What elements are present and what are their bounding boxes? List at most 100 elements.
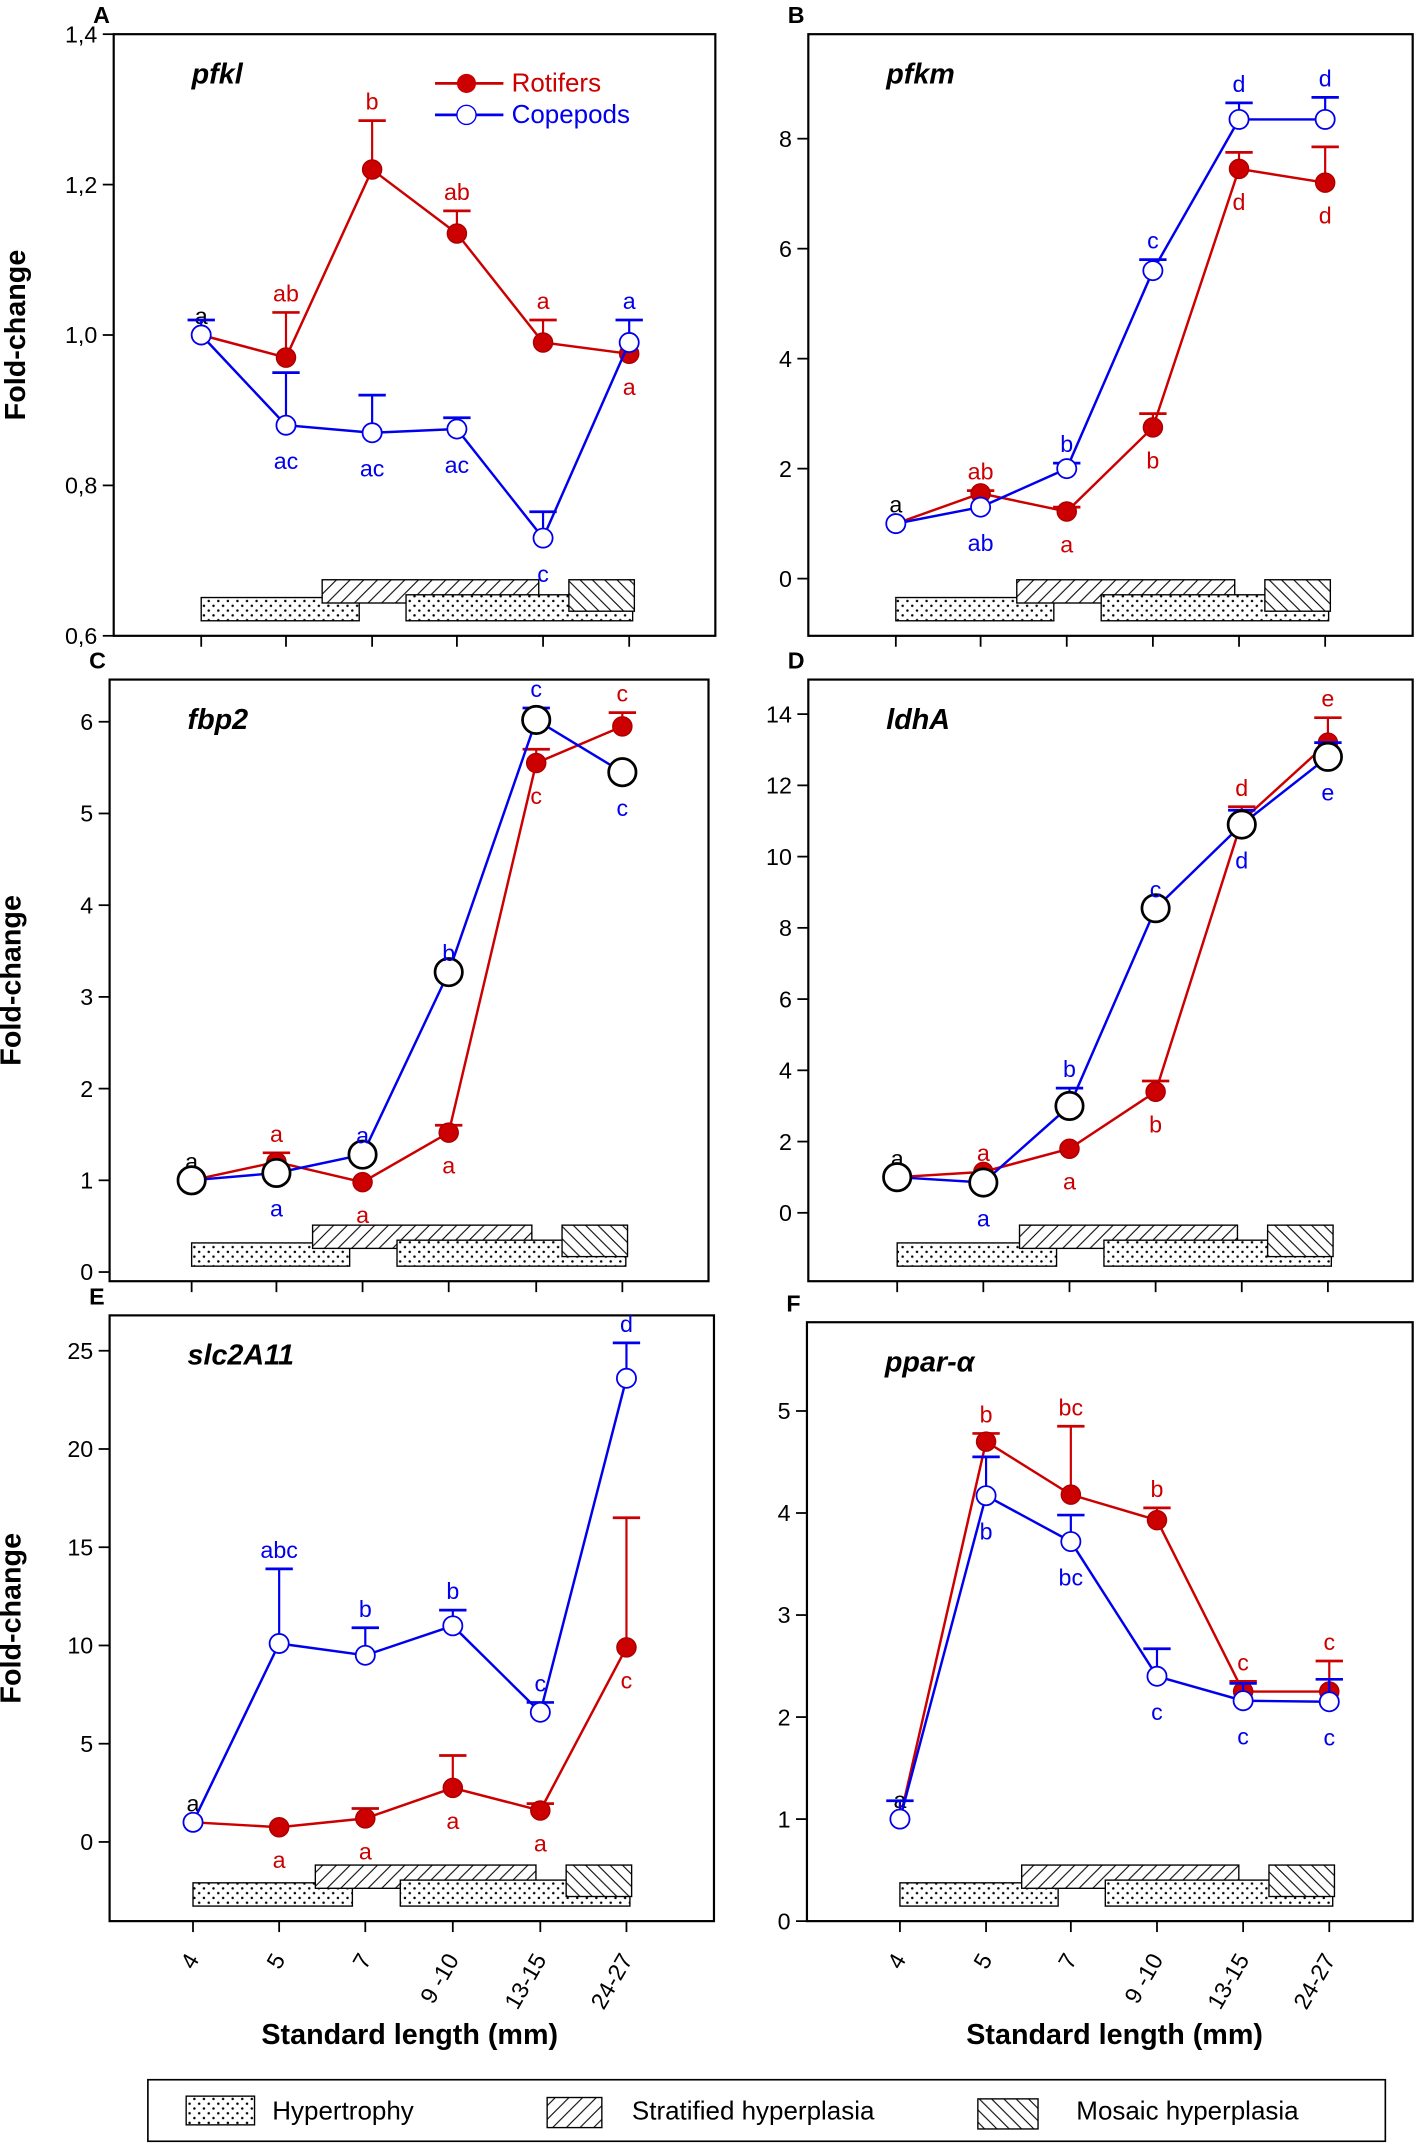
y-tick-label: 0: [80, 1829, 93, 1855]
data-point: [889, 1808, 911, 1830]
significance-letter: a: [270, 1196, 283, 1222]
y-tick-label: 2: [779, 456, 792, 482]
data-point: [275, 414, 297, 436]
significance-letter: ac: [445, 452, 470, 478]
significance-letter: b: [1146, 447, 1159, 473]
data-point: [1056, 501, 1077, 522]
mosaic-hyperplasia-swatch: [977, 2098, 1039, 2130]
data-point: [1145, 1081, 1166, 1102]
x-tick-label: 9 -10: [1119, 1949, 1168, 2008]
plot-frame: [807, 33, 1414, 637]
data-point: [1142, 260, 1164, 282]
significance-letter: a: [356, 1202, 369, 1228]
data-point: [882, 1162, 913, 1193]
hypertrophy-bar: [896, 1242, 1058, 1267]
x-axis-label: Standard length (mm): [966, 2019, 1263, 2051]
significance-letter: b: [442, 940, 455, 966]
y-tick-label: 0: [779, 1200, 792, 1226]
panel-letter: A: [93, 2, 110, 28]
data-point: [1060, 1484, 1082, 1505]
y-tick-label: 15: [67, 1534, 93, 1560]
x-tick-label: 13-15: [499, 1949, 551, 2013]
data-point: [438, 1122, 459, 1143]
y-tick-label: 1: [778, 1806, 791, 1832]
x-tick-label: 24-27: [1288, 1949, 1340, 2013]
significance-letter: c: [537, 561, 549, 587]
series-line: [191, 725, 623, 1184]
data-point: [361, 159, 383, 180]
y-tick-label: 2: [779, 1129, 792, 1155]
histology-bars: [896, 1224, 1334, 1267]
significance-letter: a: [977, 1205, 990, 1231]
y-tick-label: 2: [778, 1704, 791, 1730]
data-point: [521, 704, 552, 735]
data-point: [1060, 1531, 1082, 1553]
significance-letter: bc: [1059, 1564, 1084, 1590]
panel-letter: D: [788, 648, 805, 674]
series-line: [898, 1493, 1330, 1820]
significance-letter: a: [977, 1140, 990, 1166]
data-point: [885, 513, 907, 535]
series-copepods: a a b c c: [176, 676, 638, 1222]
data-point: [1314, 108, 1336, 130]
significance-letter: e: [1321, 686, 1334, 712]
data-point: [361, 422, 383, 444]
data-point: [442, 1777, 464, 1799]
data-point: [433, 957, 464, 988]
hypertrophy-bar: [899, 1882, 1059, 1907]
data-point: [970, 496, 992, 518]
histology-bars: [899, 1864, 1336, 1907]
significance-letter: c: [1237, 1723, 1249, 1749]
gene-title: pfkl: [191, 58, 244, 90]
mosaic-hyperplasia-bar: [1268, 1864, 1336, 1898]
data-point: [1146, 1509, 1168, 1531]
y-tick-label: 5: [80, 1731, 93, 1757]
significance-letter: b: [980, 1518, 993, 1544]
hypertrophy-swatch: [185, 2095, 256, 2126]
y-tick-label: 6: [779, 986, 792, 1012]
significance-letter: d: [1319, 203, 1332, 229]
significance-letter: ac: [360, 456, 385, 482]
significance-letter: b: [1149, 1112, 1162, 1138]
significance-letter: c: [621, 1667, 633, 1693]
series-line: [895, 167, 1326, 525]
y-tick-label: 8: [779, 126, 792, 152]
data-point: [190, 324, 212, 346]
series-rotifers: a ab b ab a a: [190, 89, 640, 400]
data-point: [355, 1808, 376, 1829]
data-point: [275, 347, 297, 368]
gene-title: ppar-α: [884, 1346, 976, 1378]
y-tick-label: 1,0: [65, 322, 97, 348]
series-line: [200, 334, 631, 541]
data-point: [529, 1701, 551, 1723]
significance-letter: b: [980, 1401, 993, 1427]
significance-letter: b: [1151, 1476, 1164, 1502]
legend-mosaic-hyperplasia: Mosaic hyperplasia: [1076, 2095, 1299, 2125]
y-tick-label: 3: [80, 984, 93, 1010]
y-tick-label: 6: [80, 709, 93, 735]
significance-letter: ab: [968, 459, 994, 485]
significance-letter: c: [1150, 876, 1162, 902]
significance-letter: a: [446, 1808, 459, 1834]
significance-letter: a: [623, 374, 636, 400]
panel-letter: B: [788, 2, 805, 28]
panel-letter: E: [89, 1283, 105, 1309]
plot-frame: [108, 678, 710, 1283]
significance-letter: d: [1235, 847, 1248, 873]
histology-legend: Hypertrophy Stratified hyperplasia Mosai…: [147, 2078, 1387, 2143]
panel-letter: C: [89, 648, 106, 674]
y-tick-label: 5: [778, 1398, 791, 1424]
data-point: [532, 332, 554, 353]
data-point: [268, 1816, 290, 1838]
plot-frame: [108, 1314, 716, 1923]
significance-letter: d: [1233, 71, 1246, 97]
y-tick-label: 14: [766, 701, 792, 727]
y-axis-label: Fold-change: [0, 1533, 28, 1704]
data-point: [1059, 1138, 1080, 1159]
data-point: [176, 1165, 207, 1196]
